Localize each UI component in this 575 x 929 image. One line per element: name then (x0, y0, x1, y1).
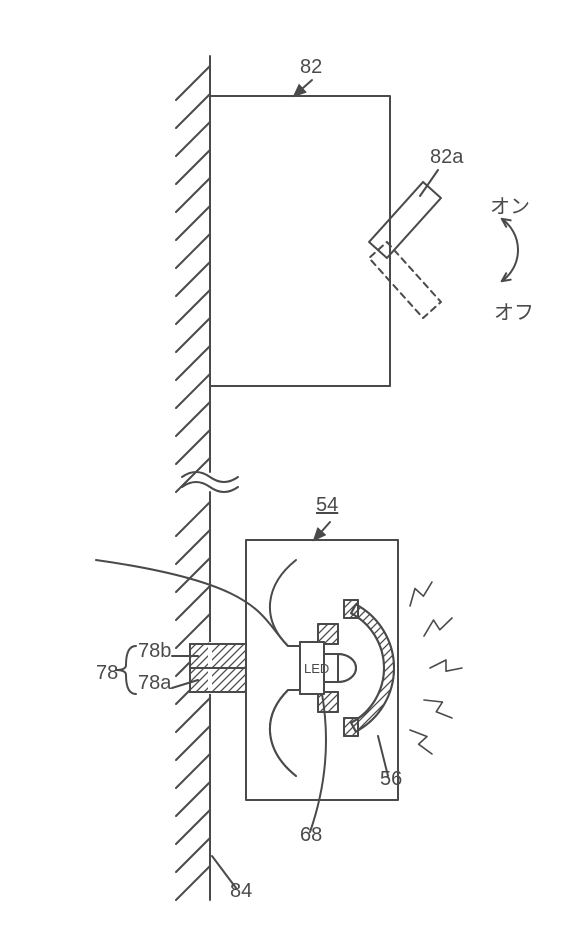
technical-diagram: LED (0, 0, 575, 929)
label-84: 84 (230, 880, 252, 903)
label-78a: 78a (138, 672, 171, 695)
label-82a: 82a (430, 146, 463, 169)
label-off: オフ (494, 296, 534, 325)
label-56: 56 (380, 768, 402, 791)
label-68: 68 (300, 824, 322, 847)
label-on: オン (490, 190, 530, 219)
label-54: 54 (316, 494, 338, 517)
label-82: 82 (300, 56, 322, 79)
svg-text:LED: LED (304, 661, 329, 676)
label-78b: 78b (138, 640, 171, 663)
label-78: 78 (96, 662, 118, 685)
